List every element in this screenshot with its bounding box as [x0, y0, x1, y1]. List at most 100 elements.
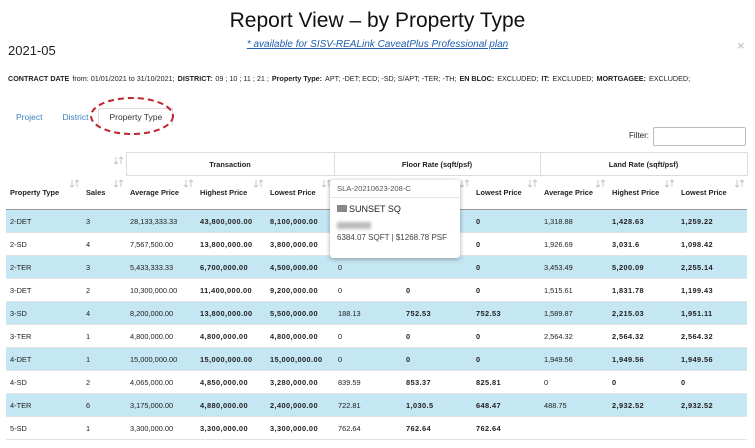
- tab[interactable]: Property Type: [98, 108, 174, 126]
- column-header[interactable]: Sales: [82, 175, 126, 210]
- cell: 752.53: [472, 301, 540, 325]
- cell: 5,200.09: [608, 255, 677, 279]
- column-header[interactable]: Highest Price: [196, 175, 266, 210]
- criteria: CONTRACT DATE from: 01/01/2021 to 31/10/2…: [8, 74, 693, 83]
- cell: 1,589.87: [540, 301, 608, 325]
- cell: 1,951.11: [677, 301, 747, 325]
- cell: 6: [82, 393, 126, 417]
- close-button[interactable]: ×: [737, 38, 745, 53]
- cell: 13,800,000.00: [196, 232, 266, 256]
- cell: 2,564.32: [540, 324, 608, 348]
- cell: 1: [82, 416, 126, 440]
- cell: 0: [540, 370, 608, 394]
- cell: 762.64: [472, 416, 540, 440]
- tooltip: SLA-20210623-208-C SUNSET SQ 6384.07 SQF…: [330, 180, 460, 258]
- cell: 1,949.56: [677, 347, 747, 371]
- cell: [540, 416, 608, 440]
- column-header[interactable]: Lowest Price: [677, 175, 747, 210]
- criteria-label: MORTGAGEE:: [596, 74, 646, 83]
- cell: 5,500,000.00: [266, 301, 334, 325]
- group-header: Transaction: [125, 152, 335, 176]
- cell: 3,300,000.00: [266, 416, 334, 440]
- cell: 3-SD: [6, 301, 82, 325]
- column-label: Property Type: [10, 187, 60, 197]
- criteria-value: EXCLUDED;: [552, 74, 594, 83]
- criteria-value: APT; -DET; ECD; -SD; S/APT; -TER; -TH;: [325, 74, 457, 83]
- cell: 2: [82, 278, 126, 302]
- cell: 2-SD: [6, 232, 82, 256]
- title: Report View – by Property Type: [229, 9, 526, 32]
- group-row: Transaction Floor Rate (sqft/psf) Land Rat…: [6, 152, 748, 176]
- sort-icon: [735, 179, 744, 188]
- cell: 648.47: [472, 393, 540, 417]
- cell: 762.64: [402, 416, 472, 440]
- cell: 4-SD: [6, 370, 82, 394]
- row: 3-TER 1 4,800,000.00 4,800,000.00 4,800,000.…: [6, 324, 747, 348]
- tabs: Project District Property Type: [6, 108, 174, 126]
- criteria-value: from: 01/01/2021 to 31/10/2021;: [72, 74, 175, 83]
- tooltip-id: SLA-20210623-208-C: [330, 180, 460, 198]
- icon: [337, 205, 347, 212]
- column-header[interactable]: Property Type: [6, 175, 82, 210]
- cell: 1: [82, 347, 126, 371]
- cell: 4: [82, 301, 126, 325]
- column-label: Average Price: [544, 188, 594, 197]
- cell: 0: [402, 324, 472, 348]
- cell: 4,500,000.00: [266, 255, 334, 279]
- cell: 28,133,333.33: [126, 209, 196, 233]
- cell: 3,800,000.00: [266, 232, 334, 256]
- group-header: Land Rate (sqft/psf): [539, 152, 748, 176]
- cell: 4,850,000.00: [196, 370, 266, 394]
- column-header[interactable]: Lowest Price: [266, 175, 334, 210]
- cell: 8,200,000.00: [126, 301, 196, 325]
- sort-icon: [596, 179, 605, 188]
- cell: 4,800,000.00: [126, 324, 196, 348]
- cell: 9,200,000.00: [266, 278, 334, 302]
- sort-icon: [114, 178, 123, 188]
- cell: 15,000,000.00: [126, 347, 196, 371]
- cell: 3-TER: [6, 324, 82, 348]
- sort-icon: [460, 179, 469, 188]
- column-header[interactable]: Highest Price: [608, 175, 677, 210]
- row: 5-SD 1 3,300,000.00 3,300,000.00 3,300,000.0…: [6, 416, 747, 440]
- cell: 4-DET: [6, 347, 82, 371]
- column-header[interactable]: Lowest Price: [472, 175, 540, 210]
- column-label: Lowest Price: [681, 188, 727, 197]
- cell: 2,564.32: [608, 324, 677, 348]
- tab[interactable]: Project: [16, 112, 43, 122]
- cell: 2,932.52: [677, 393, 747, 417]
- column-header[interactable]: Average Price: [540, 175, 608, 210]
- cell: 1,926.69: [540, 232, 608, 256]
- cell: 1,030.5: [402, 393, 472, 417]
- cell: 1,199.43: [677, 278, 747, 302]
- row: 3-SD 4 8,200,000.00 13,800,000.00 5,500,000.…: [6, 301, 747, 325]
- cell: 0: [402, 278, 472, 302]
- cell: 0: [402, 347, 472, 371]
- cell: 722.81: [334, 393, 402, 417]
- cell: 1,515.61: [540, 278, 608, 302]
- period: 2021-05: [8, 43, 56, 58]
- cell: 3,300,000.00: [126, 416, 196, 440]
- cell: 1,318.88: [540, 209, 608, 233]
- cell: 3-DET: [6, 278, 82, 302]
- cell: 3,280,000.00: [266, 370, 334, 394]
- plan-link[interactable]: * available for SISV-REALink CaveatPlus …: [246, 39, 509, 50]
- cell: [402, 255, 472, 279]
- column-label: Average Price: [130, 188, 180, 197]
- cell: 2,215.03: [608, 301, 677, 325]
- cell: 3,300,000.00: [196, 416, 266, 440]
- cell: 0: [472, 324, 540, 348]
- column-label: Lowest Price: [476, 188, 522, 197]
- sort-icon: [184, 179, 193, 188]
- filter-input[interactable]: [653, 127, 746, 146]
- criteria-label: DISTRICT:: [177, 74, 213, 83]
- cell: 1,949.56: [608, 347, 677, 371]
- tooltip-area: 6384.07 SQFT | $1268.78 PSF: [337, 233, 447, 242]
- criteria-value: EXCLUDED;: [648, 74, 691, 83]
- cell: [677, 416, 747, 440]
- cell: 2-DET: [6, 209, 82, 233]
- column-header[interactable]: Average Price: [126, 175, 196, 210]
- tab[interactable]: District: [62, 112, 89, 122]
- cell: 4: [82, 232, 126, 256]
- cell: 8,100,000.00: [266, 209, 334, 233]
